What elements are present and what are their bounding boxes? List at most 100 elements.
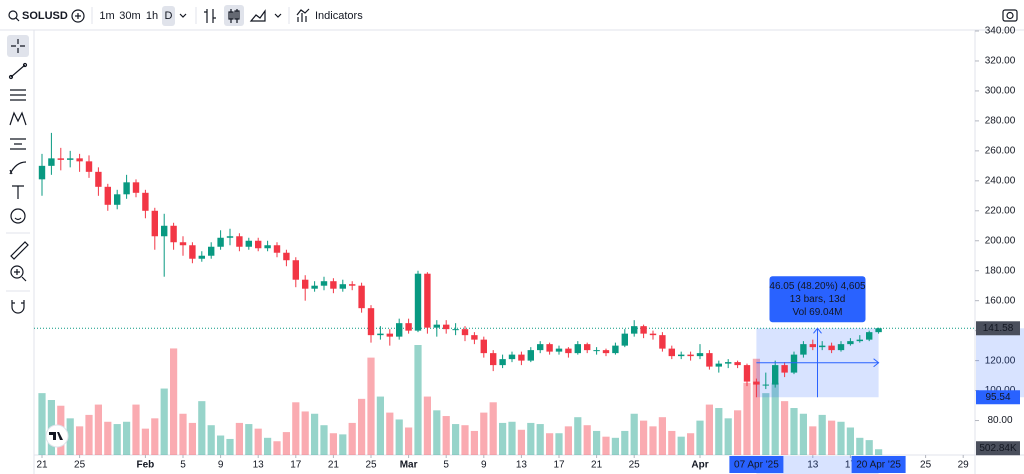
tool-selected: [7, 35, 29, 57]
price-tag: [976, 390, 1020, 405]
y-tick-label: 180.00: [985, 265, 1016, 276]
volume-bar: [311, 413, 319, 455]
overlay: 46.05 (48.20%) 4,605 13 bars, 13d Vol 69.0…: [756, 276, 880, 398]
volume-bar: [527, 422, 535, 455]
pattern-tool[interactable]: [9, 111, 27, 126]
interval[interactable]: 1m: [99, 10, 114, 22]
magnet-tool[interactable]: [11, 300, 25, 314]
bars-icon[interactable]: [204, 9, 216, 23]
candle-body: [809, 344, 816, 348]
chevron[interactable]: [179, 13, 187, 18]
x-axis-tag-label: 20 Apr '25: [856, 460, 901, 471]
candle-body: [57, 158, 64, 160]
candle-body: [546, 344, 553, 352]
volume-bar: [188, 422, 196, 455]
candle-body: [217, 237, 224, 247]
candle-body: [161, 225, 168, 237]
candle-body: [678, 354, 685, 357]
candle-body: [725, 362, 732, 364]
x-tick-label: 13: [516, 460, 528, 471]
x-tick-label: 29: [958, 460, 970, 471]
volume-bar: [781, 401, 789, 455]
x-tick-label: 21: [591, 460, 603, 471]
emoji-tool[interactable]: [10, 208, 26, 224]
trendline-tool[interactable]: [10, 64, 26, 78]
y-tick-label: 260.00: [985, 145, 1016, 156]
chevron[interactable]: [274, 13, 282, 18]
left-toolbar: [6, 30, 35, 474]
candles-icon[interactable]: [228, 11, 234, 20]
volume-bar: [724, 418, 732, 455]
volume-bar: [564, 426, 572, 455]
crosshair-tool[interactable]: [11, 39, 25, 53]
y-tick-label: 280.00: [985, 116, 1016, 127]
volume-bar: [301, 411, 309, 455]
y-tick-label: 340.00: [985, 26, 1016, 37]
area-icon[interactable]: [249, 9, 266, 22]
search-icon[interactable]: [8, 10, 18, 20]
x-tick-label: 9: [218, 460, 224, 471]
candle-body: [574, 344, 581, 354]
indicators-button[interactable]: Indicators: [315, 10, 363, 22]
candle-body: [781, 365, 788, 373]
volume-bar: [546, 433, 554, 455]
candle-body: [772, 365, 779, 385]
candle-body: [414, 273, 422, 331]
volume-bar: [423, 396, 431, 455]
volume-bar: [123, 421, 131, 455]
volume-bar: [705, 404, 713, 455]
interval[interactable]: 30m: [119, 10, 140, 22]
volume-bar: [640, 420, 648, 455]
interval[interactable]: 1h: [146, 10, 158, 22]
volume-bar: [282, 432, 290, 455]
add-symbol[interactable]: [71, 9, 85, 23]
candle-body: [537, 344, 544, 351]
interval[interactable]: D: [165, 10, 173, 22]
x-tick-label: 17: [845, 460, 857, 471]
volume-bar: [771, 382, 779, 455]
x-tick-label: 17: [290, 460, 302, 471]
measure-arrowhead: [813, 327, 822, 334]
candle-body: [311, 285, 318, 289]
volume-bar: [348, 422, 356, 455]
volume-bar: [489, 402, 497, 455]
volume-bar: [658, 417, 666, 455]
candle-body: [490, 353, 497, 366]
volume-bar: [865, 440, 873, 455]
x-tick-label: Feb: [137, 460, 155, 471]
volume-bar: [414, 345, 422, 455]
tv-logo: [45, 424, 69, 448]
volume-bar: [734, 410, 742, 455]
x-axis-tag: [851, 456, 906, 473]
x-tick-label: 25: [365, 460, 377, 471]
volume-bar: [151, 418, 159, 455]
volume-bar: [179, 413, 187, 455]
volume-bar: [470, 430, 478, 455]
candle-body: [283, 252, 290, 261]
volume-bar: [536, 424, 544, 455]
candle-body: [687, 354, 694, 357]
candle-body: [170, 225, 177, 243]
candle-body: [565, 348, 572, 354]
volume-bar: [668, 430, 676, 455]
volume-bar: [386, 412, 394, 455]
zoom-tool[interactable]: [10, 265, 24, 279]
candle-body: [499, 359, 506, 366]
candle-body: [405, 323, 412, 331]
volume-bar: [611, 437, 619, 455]
text-tool[interactable]: [12, 185, 24, 199]
brush-tool[interactable]: [9, 161, 27, 175]
symbol[interactable]: SOLUSD: [22, 10, 68, 22]
candle-body: [48, 158, 55, 166]
prediction-tool[interactable]: [10, 138, 26, 150]
candle-body: [38, 165, 46, 180]
indicators-icon[interactable]: [296, 8, 310, 22]
ruler-tool[interactable]: [10, 241, 29, 260]
fib-tool[interactable]: [10, 89, 26, 101]
volume-bar: [132, 404, 140, 455]
x-tick-label: 25: [629, 460, 641, 471]
candle-body: [179, 242, 187, 246]
y-tick-label: 120.00: [985, 355, 1016, 366]
snapshot-icon[interactable]: [1002, 9, 1018, 22]
